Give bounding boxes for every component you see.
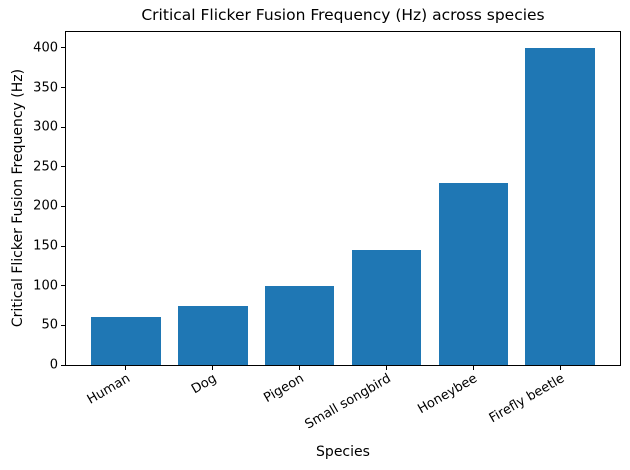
- x-tick-label: Human: [84, 371, 133, 408]
- y-tick-label: 400: [33, 40, 58, 56]
- y-tick-mark: [61, 205, 65, 207]
- y-tick-mark: [61, 87, 65, 88]
- y-tick-label: 150: [33, 238, 58, 254]
- bar-pigeon: [264, 285, 335, 365]
- y-tick-mark: [61, 126, 65, 128]
- y-axis-label: Critical Flicker Fusion Frequency (Hz): [10, 68, 26, 328]
- x-tick-label: Honeybee: [415, 371, 481, 418]
- y-tick-mark: [61, 324, 65, 326]
- y-tick-label: 350: [33, 80, 58, 95]
- x-tick-mark: [559, 366, 561, 370]
- y-tick-label: 200: [33, 198, 58, 214]
- y-tick-mark: [61, 285, 65, 287]
- bar-dog: [178, 305, 248, 365]
- x-tick-mark: [125, 366, 127, 370]
- y-tick-mark: [61, 245, 65, 247]
- x-axis-label: Species: [316, 444, 370, 460]
- y-tick-label: 300: [33, 119, 58, 135]
- x-tick-label: Pigeon: [261, 371, 307, 406]
- x-tick-mark: [472, 366, 474, 370]
- y-tick-label: 50: [41, 317, 58, 333]
- x-tick-mark: [212, 366, 214, 370]
- y-tick-label: 0: [49, 357, 58, 373]
- x-tick-mark: [385, 366, 387, 370]
- x-tick-label: Small songbird: [302, 371, 394, 433]
- y-tick-mark: [61, 364, 65, 366]
- y-tick-label: 100: [33, 278, 58, 294]
- bar-small-songbird: [351, 250, 422, 365]
- plot-area: 0 50 100 150 200 250 300 350 400 Human Dog Pigeon Sm…: [33, 31, 621, 432]
- y-tick-label: 250: [33, 159, 58, 175]
- x-tick-mark: [299, 366, 301, 370]
- x-tick-label: Dog: [189, 371, 220, 398]
- x-tick-label: Firefly beetle: [486, 371, 568, 427]
- bar-human: [91, 317, 161, 365]
- chart-title: Critical Flicker Fusion Frequency (Hz) a…: [141, 6, 545, 24]
- bar-firefly-beetle: [525, 47, 595, 365]
- y-tick-mark: [61, 47, 65, 49]
- bar-honeybee: [438, 182, 508, 365]
- y-tick-mark: [61, 166, 65, 168]
